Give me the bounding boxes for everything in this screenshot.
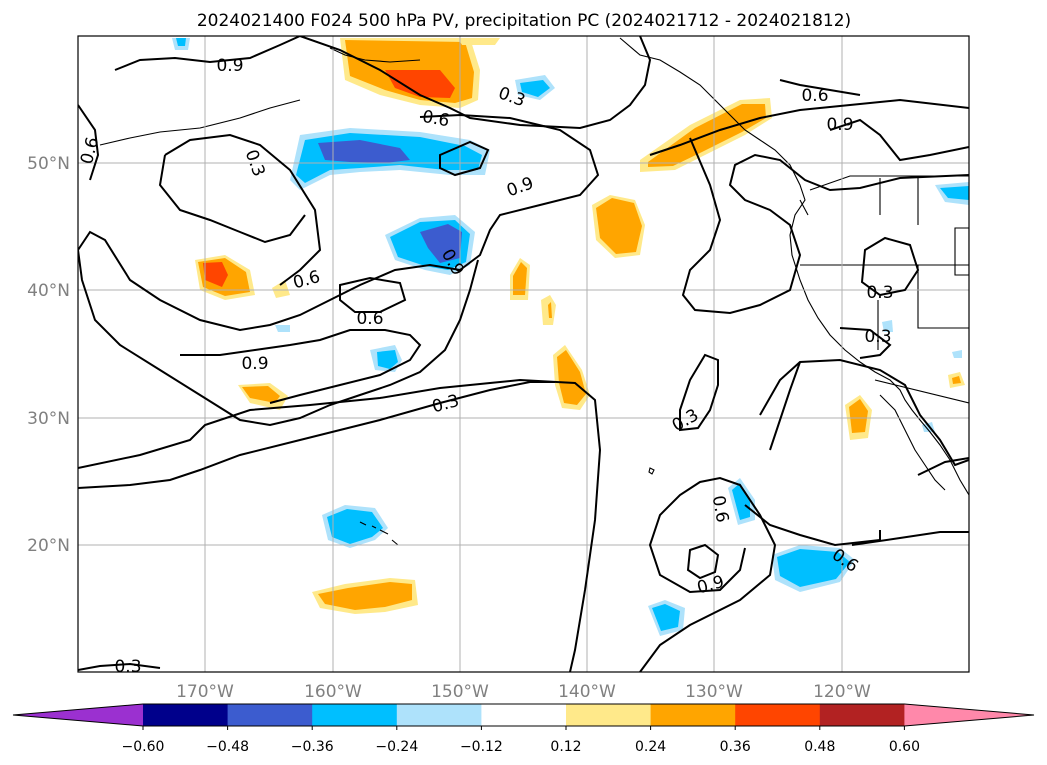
pv-contours (78, 36, 969, 672)
colorbar-tick-label: 0.60 (889, 739, 920, 755)
lon-label: 170°W (176, 682, 234, 702)
lat-label: 40°N (27, 281, 70, 301)
colorbar-swatch (396, 704, 482, 726)
colorbar: −0.60 −0.48 −0.36 −0.24 −0.12 0.12 0.24 0.36 0.4… (12, 703, 1035, 755)
contour-label: 0.3 (866, 283, 893, 303)
colorbar-swatch (566, 704, 652, 726)
colorbar-swatch (819, 704, 905, 726)
figure-title: 2024021400 F024 500 hPa PV, precipitatio… (197, 11, 851, 31)
lon-labels: 170°W 160°W 150°W 140°W 130°W 120°W (176, 682, 871, 702)
colorbar-swatch (312, 704, 398, 726)
contour-label: 0.6 (421, 107, 451, 131)
colorbar-tick-label: −0.12 (460, 739, 503, 755)
lon-label: 120°W (813, 682, 871, 702)
lon-label: 150°W (431, 682, 489, 702)
colorbar-tick-label: −0.60 (122, 739, 165, 755)
lon-label: 160°W (304, 682, 362, 702)
contour-label: 0.9 (216, 56, 243, 76)
lon-label: 130°W (685, 682, 743, 702)
colorbar-tick-label: 0.36 (720, 739, 751, 755)
colorbar-tick-label: −0.48 (206, 739, 249, 755)
colorbar-swatch (650, 704, 736, 726)
lon-label: 140°W (558, 682, 616, 702)
contour-label: 0.6 (801, 86, 828, 106)
contour-label: 0.9 (241, 354, 268, 374)
contour-label: 0.6 (356, 309, 383, 329)
colorbar-tick-label: −0.24 (375, 739, 418, 755)
colorbar-tick-label: 0.48 (804, 739, 835, 755)
lat-labels: 50°N 40°N 30°N 20°N (27, 154, 70, 556)
map-frame (77, 35, 970, 673)
contour-label: 0.3 (114, 657, 141, 677)
colorbar-tick-label: 0.24 (635, 739, 666, 755)
contour-label: 0.6 (708, 494, 732, 524)
contour-label: 0.3 (864, 327, 891, 347)
colorbar-swatch (735, 704, 821, 726)
contour-label: 0.9 (826, 115, 853, 135)
colorbar-swatch (143, 704, 229, 726)
lat-label: 20°N (27, 536, 70, 556)
colorbar-extend-high (904, 704, 1034, 726)
lat-label: 50°N (27, 154, 70, 174)
map-panel: 0.9 0.3 0.6 0.6 0.3 0.9 0.6 0.9 0.9 0.6 … (77, 35, 970, 677)
lat-label: 30°N (27, 409, 70, 429)
graticule (78, 36, 969, 672)
colorbar-tick-label: 0.12 (550, 739, 581, 755)
colorbar-extend-low (13, 704, 143, 726)
colorbar-swatch (481, 704, 567, 726)
colorbar-swatch (227, 704, 313, 726)
colorbar-tick-label: −0.36 (291, 739, 334, 755)
